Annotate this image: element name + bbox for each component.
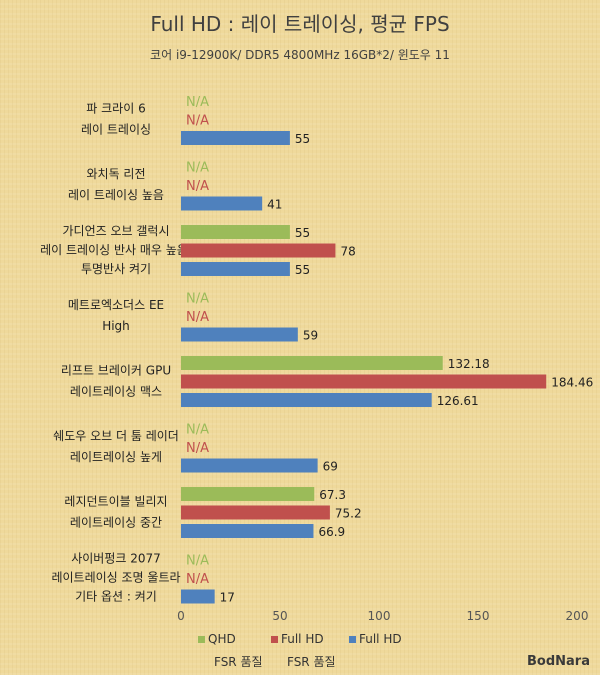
category-label: 가디언즈 오브 갤럭시 xyxy=(63,224,170,238)
x-tick-label: 100 xyxy=(368,609,391,623)
na-label: N/A xyxy=(186,161,209,176)
value-label: 78 xyxy=(340,245,355,259)
value-label: 55 xyxy=(295,263,310,277)
bar xyxy=(181,374,547,389)
x-tick-label: 150 xyxy=(467,609,490,623)
bar xyxy=(181,458,318,473)
value-label: 132.18 xyxy=(448,357,490,371)
category-label: 사이버펑크 2077 xyxy=(71,552,161,566)
value-label: 41 xyxy=(267,198,282,212)
na-label: N/A xyxy=(186,441,209,456)
legend: QHD FSR 품질 Full HD FSR 품질 Full HD xyxy=(198,632,402,669)
na-label: N/A xyxy=(186,310,209,325)
category-label: 레이트레이싱 조명 울트라 xyxy=(51,571,180,585)
category-label: 레이트레이싱 맥스 xyxy=(70,385,162,399)
category-label: 파 크라이 6 xyxy=(86,102,145,116)
x-tick-label: 200 xyxy=(566,609,589,623)
category-label: 레이 트레이싱 반사 매우 높음/ xyxy=(40,243,193,257)
bar xyxy=(181,505,330,520)
category-label: 레지던트이블 빌리지 xyxy=(64,495,167,509)
category-label: 레이 트레이싱 xyxy=(81,123,151,137)
x-tick-label: 0 xyxy=(177,609,185,623)
bar xyxy=(181,356,443,370)
na-label: N/A xyxy=(186,423,209,438)
bar xyxy=(181,327,298,342)
value-label: 67.3 xyxy=(319,488,346,502)
bar xyxy=(181,393,432,407)
legend-label: Full HD xyxy=(281,632,324,646)
category-label: 기타 옵션 : 켜기 xyxy=(75,590,157,604)
legend-label: Full HD xyxy=(359,632,402,646)
legend-swatch xyxy=(198,636,205,643)
watermark-logo: BodNara xyxy=(527,654,590,669)
bar xyxy=(181,196,263,211)
category-label: 투명반사 켜기 xyxy=(81,262,151,276)
na-label: N/A xyxy=(186,292,209,307)
value-label: 75.2 xyxy=(335,507,362,521)
bar xyxy=(181,225,290,239)
value-label: 66.9 xyxy=(318,525,345,539)
legend-label: QHD xyxy=(208,632,236,646)
bar xyxy=(181,131,290,145)
category-label: 레이트레이싱 중간 xyxy=(70,516,162,530)
value-label: 55 xyxy=(295,226,310,240)
category-label: 쉐도우 오브 더 툼 레이더 xyxy=(53,429,179,443)
value-label: 17 xyxy=(220,591,235,605)
bar xyxy=(181,243,336,258)
na-label: N/A xyxy=(186,95,209,110)
value-label: 59 xyxy=(303,329,318,343)
category-label: 레이트레이싱 높게 xyxy=(70,450,162,464)
value-label: 184.46 xyxy=(551,376,593,390)
bar xyxy=(181,487,315,501)
na-label: N/A xyxy=(186,114,209,129)
category-label: 메트로엑소더스 EE xyxy=(68,298,164,312)
value-label: 126.61 xyxy=(437,394,479,408)
value-labels: N/A N/A 55 N/A N/A 41 55 78 55 N/A N/A 59 132.18 184.… xyxy=(186,95,593,605)
bars xyxy=(181,131,547,604)
na-label: N/A xyxy=(186,179,209,194)
legend-sublabel: FSR 품질 xyxy=(287,655,336,669)
chart-subtitle: 코어 i9-12900K/ DDR5 4800MHz 16GB*2/ 윈도우 1… xyxy=(150,48,450,62)
x-tick-label: 50 xyxy=(272,609,287,623)
bar xyxy=(181,589,215,604)
chart-title: Full HD : 레이 트레이싱, 평균 FPS xyxy=(150,12,449,36)
legend-swatch xyxy=(349,636,356,643)
value-label: 69 xyxy=(323,460,338,474)
x-axis-ticks: 0 50 100 150 200 xyxy=(177,609,588,623)
category-label: High xyxy=(102,319,130,333)
bar xyxy=(181,262,290,276)
bar xyxy=(181,524,314,538)
category-label: 레이 트레이싱 높음 xyxy=(68,188,164,202)
category-label: 와치독 리전 xyxy=(86,167,145,181)
category-label: 리프트 브레이커 GPU xyxy=(61,364,171,378)
na-label: N/A xyxy=(186,554,209,569)
legend-swatch xyxy=(271,636,278,643)
na-label: N/A xyxy=(186,572,209,587)
value-label: 55 xyxy=(295,132,310,146)
legend-sublabel: FSR 품질 xyxy=(214,655,263,669)
